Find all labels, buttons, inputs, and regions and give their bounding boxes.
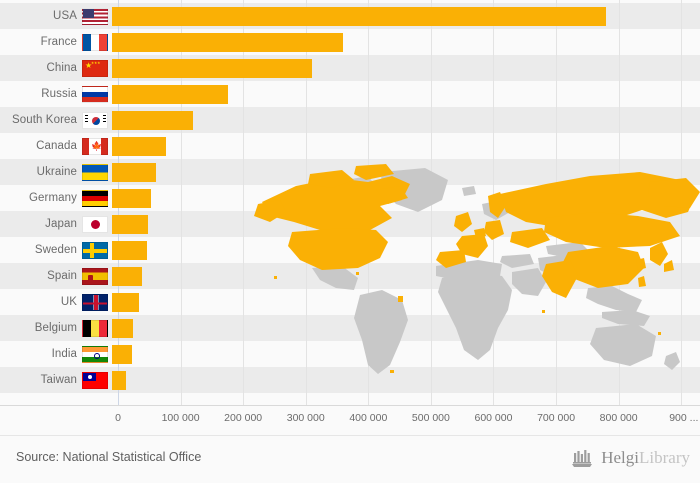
table-row: Ukraine <box>0 159 700 185</box>
logo-word-library: Library <box>639 448 690 467</box>
x-tick-label: 700 000 <box>537 412 576 424</box>
flag-taiwan-icon <box>82 371 108 389</box>
table-row: Canada <box>0 133 700 159</box>
table-row: Sweden <box>0 237 700 263</box>
category-label: Sweden <box>34 244 77 256</box>
flag-canada-icon <box>82 137 108 155</box>
bar[interactable] <box>112 58 312 78</box>
bar[interactable] <box>112 292 139 312</box>
flag-japan-icon <box>82 215 108 233</box>
x-tick-label: 900 ... <box>669 412 699 424</box>
x-tick-label: 500 000 <box>411 412 450 424</box>
bar[interactable] <box>112 110 194 130</box>
gridline <box>243 0 245 405</box>
table-row: India <box>0 341 700 367</box>
bar[interactable] <box>112 214 148 234</box>
category-label: India <box>51 348 77 360</box>
flag-russia-icon <box>82 85 108 103</box>
x-tick-label: 600 000 <box>474 412 513 424</box>
x-tick-label: 100 000 <box>161 412 200 424</box>
table-row: Taiwan <box>0 367 700 393</box>
category-label: USA <box>53 10 77 22</box>
bar[interactable] <box>112 188 151 208</box>
category-label: UK <box>60 296 77 308</box>
source-note: Source: National Statistical Office <box>16 450 202 464</box>
x-tick-label: 0 <box>115 412 121 424</box>
bar[interactable] <box>112 162 157 182</box>
library-building-icon <box>572 450 593 467</box>
category-label: Japan <box>45 218 77 230</box>
flag-south-korea-icon <box>82 111 108 129</box>
flag-ukraine-icon <box>82 163 108 181</box>
table-row: France <box>0 29 700 55</box>
category-label: Ukraine <box>36 166 77 178</box>
category-label: Germany <box>29 192 77 204</box>
logo-wordmark: HelgiLibrary <box>601 448 690 468</box>
bar[interactable] <box>112 84 228 104</box>
flag-india-icon <box>82 345 108 363</box>
flag-uk-icon <box>82 293 108 311</box>
x-tick-label: 400 000 <box>349 412 388 424</box>
bar[interactable] <box>112 136 166 156</box>
table-row: China <box>0 55 700 81</box>
flag-spain-icon <box>82 267 108 285</box>
bar[interactable] <box>112 370 127 390</box>
x-tick-label: 200 000 <box>224 412 263 424</box>
flag-sweden-icon <box>82 241 108 259</box>
flag-germany-icon <box>82 189 108 207</box>
table-row: Belgium <box>0 315 700 341</box>
table-row: USA <box>0 3 700 29</box>
flag-china-icon <box>82 59 108 77</box>
category-label: France <box>40 36 77 48</box>
table-row: Germany <box>0 185 700 211</box>
x-axis-ticks: 0 100 000 200 000 300 000 400 000 500 000 600 … <box>0 408 700 430</box>
chart-footer: Source: National Statistical Office Helg… <box>0 435 700 483</box>
category-label: Russia <box>41 88 77 100</box>
table-row: South Korea <box>0 107 700 133</box>
category-label: Belgium <box>34 322 77 334</box>
x-axis-line <box>0 405 700 406</box>
category-label: China <box>46 62 77 74</box>
table-row: Japan <box>0 211 700 237</box>
category-label: Canada <box>36 140 77 152</box>
flag-belgium-icon <box>82 319 108 337</box>
table-row: UK <box>0 289 700 315</box>
flag-france-icon <box>82 33 108 51</box>
category-label: South Korea <box>11 114 77 126</box>
category-label: Taiwan <box>40 374 77 386</box>
table-row: Russia <box>0 81 700 107</box>
x-tick-label: 300 000 <box>286 412 325 424</box>
table-row: Spain <box>0 263 700 289</box>
flag-usa-icon <box>82 7 108 25</box>
bar[interactable] <box>112 32 343 52</box>
bar-chart: USA France China Russia South Korea Canada Ukr… <box>0 0 700 435</box>
bar[interactable] <box>112 6 607 26</box>
bar[interactable] <box>112 266 143 286</box>
logo-word-helgi: Helgi <box>601 448 640 467</box>
x-tick-label: 800 000 <box>599 412 638 424</box>
bar[interactable] <box>112 240 148 260</box>
category-label: Spain <box>47 270 77 282</box>
gridline <box>180 0 182 405</box>
helgi-library-logo[interactable]: HelgiLibrary <box>572 448 690 468</box>
bar[interactable] <box>112 318 134 338</box>
bar[interactable] <box>112 344 133 364</box>
